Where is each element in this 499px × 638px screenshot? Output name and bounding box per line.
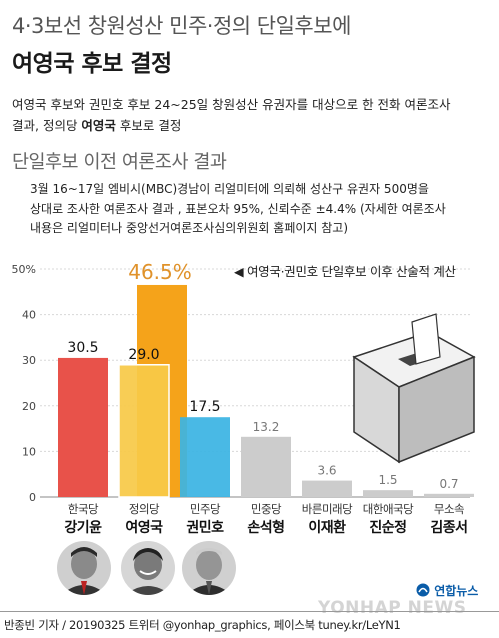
bar-강기윤 bbox=[58, 357, 108, 497]
page-title: 4·3보선 창원성산 민주·정의 단일후보에 bbox=[12, 14, 351, 38]
value-label: 13.2 bbox=[253, 420, 280, 434]
party-name: 민주당 bbox=[189, 502, 221, 516]
bar-이재환 bbox=[302, 480, 352, 497]
y-tick-label: 50% bbox=[12, 263, 36, 276]
summary-line-2-bold: 여영국 bbox=[81, 118, 116, 133]
survey-note-line-2: 상대로 조사한 여론조사 결과 , 표본오차 95%, 신뢰수준 ±4.4% (… bbox=[30, 201, 446, 216]
headline: 여영국 후보 결정 bbox=[12, 51, 172, 77]
candidate-name: 김종서 bbox=[430, 520, 468, 536]
ballot-box-icon bbox=[352, 313, 476, 464]
value-label: 0.7 bbox=[439, 477, 458, 491]
y-tick-label: 10 bbox=[22, 445, 36, 458]
candidate-name: 권민호 bbox=[186, 520, 224, 536]
party-name: 대한애국당 bbox=[362, 502, 414, 516]
summary-line-2: 결과, 정의당 여영국 후보로 결정 bbox=[12, 115, 490, 136]
survey-note-line-3: 내용은 리얼미터나 중앙선거여론조사심의위원회 홈페이지 참고) bbox=[30, 221, 349, 235]
bar-진순정 bbox=[363, 490, 413, 497]
bar-여영국 bbox=[118, 364, 170, 498]
bar-손석형 bbox=[241, 436, 291, 497]
value-label: 17.5 bbox=[189, 399, 220, 415]
y-tick-label: 40 bbox=[22, 309, 36, 322]
value-label: 30.5 bbox=[67, 340, 98, 356]
bars bbox=[58, 284, 474, 498]
party-name: 민중당 bbox=[250, 502, 282, 516]
party-name: 바른미래당 bbox=[301, 502, 353, 516]
watermark: YONHAP NEWS bbox=[318, 598, 467, 618]
party-name: 무소속 bbox=[433, 502, 465, 516]
summary-line-2-post: 후보로 결정 bbox=[115, 118, 182, 133]
candidate-photo-kang bbox=[57, 541, 111, 595]
candidate-name: 진순정 bbox=[369, 520, 407, 536]
survey-note-line-1: 3월 16~17일 엠비시(MBC)경남이 리얼미터에 의뢰해 성산구 유권자 … bbox=[30, 182, 429, 196]
value-labels: 46.5% 30.5 29.0 17.5 13.2 3.6 1.5 0.7 bbox=[67, 260, 458, 491]
candidate-name: 강기윤 bbox=[64, 520, 102, 536]
candidate-photo-yeo bbox=[121, 541, 175, 595]
summary-line-1: 여영국 후보와 권민호 후보 24~25일 창원성산 유권자를 대상으로 한 전… bbox=[12, 97, 451, 112]
y-tick-label: 30 bbox=[22, 354, 36, 367]
survey-note: 3월 16~17일 엠비시(MBC)경남이 리얼미터에 의뢰해 성산구 유권자 … bbox=[30, 180, 490, 239]
value-label: 1.5 bbox=[378, 473, 397, 487]
summary-line-2-pre: 결과, 정의당 bbox=[12, 118, 82, 133]
credit-text: 반종빈 기자 / 20190325 트위터 @yonhap_graphics, … bbox=[4, 618, 401, 632]
candidate-name: 여영국 bbox=[125, 520, 163, 536]
y-tick-label: 0 bbox=[29, 491, 36, 504]
y-tick-label: 20 bbox=[22, 400, 36, 413]
yonhap-logo-text: 연합뉴스 bbox=[434, 584, 479, 598]
bar-김종서 bbox=[424, 493, 474, 497]
bar-chart: 0 10 20 30 40 50% 46.5% 30.5 29.0 17.5 13.2 3.6 1.5… bbox=[12, 260, 476, 504]
footer-divider bbox=[0, 611, 499, 612]
candidate-photo-kwon bbox=[182, 541, 236, 595]
yonhap-logo: 연합뉴스 bbox=[416, 582, 478, 599]
value-label: 3.6 bbox=[317, 464, 336, 478]
candidate-name: 손석형 bbox=[247, 520, 285, 536]
summary-text: 여영국 후보와 권민호 후보 24~25일 창원성산 유권자를 대상으로 한 전… bbox=[12, 94, 490, 136]
candidate-name: 이재환 bbox=[308, 520, 346, 536]
combined-value-label: 46.5% bbox=[128, 260, 192, 284]
combined-annotation: ◀ 여영국·권민호 단일후보 이후 산술적 계산 bbox=[234, 264, 456, 279]
party-name: 정의당 bbox=[128, 502, 160, 516]
value-label: 29.0 bbox=[128, 347, 159, 363]
section-title: 단일후보 이전 여론조사 결과 bbox=[12, 152, 227, 173]
party-name: 한국당 bbox=[67, 502, 99, 516]
yonhap-logo-icon bbox=[416, 583, 430, 597]
y-axis-labels: 0 10 20 30 40 50% bbox=[12, 263, 36, 504]
bar-권민호 bbox=[180, 417, 230, 497]
